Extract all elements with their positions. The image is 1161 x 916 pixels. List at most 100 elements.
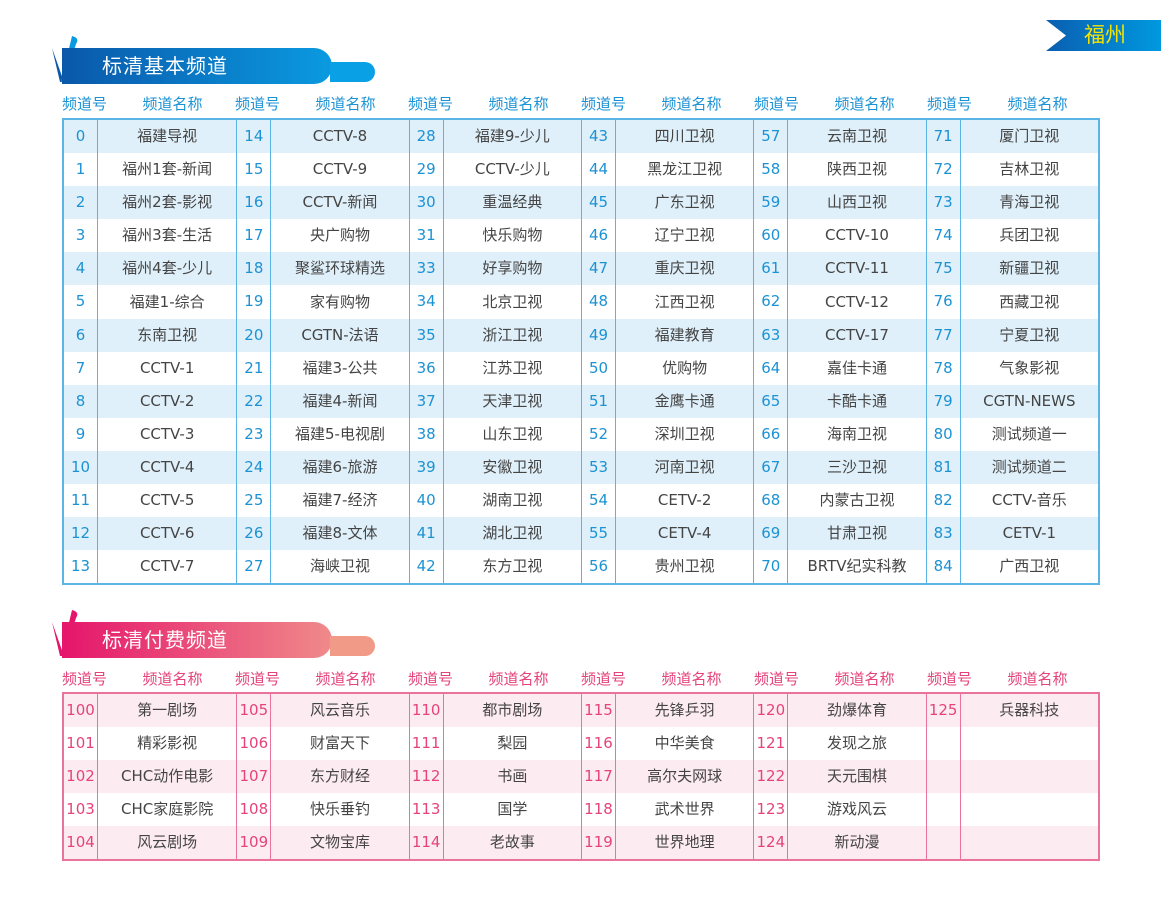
channel-name: 测试频道一 (991, 424, 1067, 443)
channel-column: 120 劲爆体育 121 发现之旅 122 天元围棋 123 游戏风云 124 新动漫 (753, 694, 926, 860)
table-row: 52 深圳卫视 (582, 417, 753, 451)
channel-name: 东方卫视 (482, 557, 543, 576)
table-row: 77 宁夏卫视 (926, 318, 1098, 352)
table-row: 30 重温经典 (409, 186, 581, 220)
table-row: 67 三沙卫视 (754, 450, 926, 485)
table-row (926, 826, 1098, 860)
channel-name: 文物宝库 (309, 833, 370, 852)
header-name: 频道名称 (142, 670, 203, 688)
channel-number: 116 (582, 727, 616, 761)
header-name: 频道名称 (315, 670, 376, 688)
channel-name: 黑龙江卫视 (647, 160, 723, 179)
table-row: 71 厦门卫视 (926, 120, 1098, 154)
header-num: 频道号 (581, 670, 627, 688)
channel-number: 1 (64, 153, 98, 187)
channel-number: 26 (237, 517, 272, 551)
table-row: 10 CCTV-4 (64, 450, 237, 485)
table-row: 17 央广购物 (237, 219, 408, 253)
channel-name: 先锋乒羽 (654, 701, 715, 720)
channel-number: 62 (754, 285, 789, 319)
channel-column: 43 四川卫视 44 黑龙江卫视 45 广东卫视 46 辽宁卫视 47 重庆卫视 48 江西卫视 49 福… (580, 120, 754, 584)
channel-name: 优购物 (662, 358, 708, 377)
header-num: 频道号 (408, 670, 454, 688)
table-row: 73 青海卫视 (926, 186, 1098, 220)
table-row: 70 BRTV纪实科教 (754, 550, 925, 584)
table-row: 44 黑龙江卫视 (582, 153, 753, 187)
table-row: 40 湖南卫视 (410, 484, 581, 518)
table-row: 108 快乐垂钓 (237, 793, 408, 827)
table-row: 12 CCTV-6 (64, 517, 237, 551)
channel-name: CCTV-新闻 (302, 193, 378, 212)
channel-name: BRTV纪实科教 (807, 557, 907, 576)
channel-name: CETV-4 (657, 524, 712, 543)
channel-number: 34 (410, 285, 444, 319)
header-group: 频道号 频道名称 (235, 668, 408, 690)
header-num: 频道号 (62, 670, 108, 688)
channel-number: 122 (754, 760, 789, 794)
channel-number: 9 (64, 417, 98, 451)
channel-number: 56 (582, 550, 616, 584)
channel-number: 71 (927, 120, 961, 154)
channel-number: 54 (582, 484, 616, 518)
header-group: 频道号 频道名称 (754, 93, 927, 115)
channel-name: 重温经典 (482, 193, 543, 212)
channel-number: 47 (582, 252, 616, 286)
channel-number (927, 760, 961, 794)
table-row: 104 风云剧场 (64, 826, 237, 860)
channel-name: CCTV-7 (139, 557, 195, 576)
table-row: 119 世界地理 (581, 826, 754, 860)
channel-number: 79 (927, 384, 961, 418)
table-row: 76 西藏卫视 (927, 285, 1098, 319)
channel-number: 119 (582, 826, 616, 860)
table-row: 68 内蒙古卫视 (754, 484, 925, 518)
table-row: 3 福州3套-生活 (64, 219, 236, 253)
channel-number: 39 (410, 450, 444, 485)
header-group: 频道号 频道名称 (62, 668, 235, 690)
table-row: 9 CCTV-3 (64, 417, 236, 451)
channel-number: 4 (64, 252, 98, 286)
channel-number: 68 (754, 484, 789, 518)
channel-number: 60 (754, 219, 789, 253)
channel-name: CETV-1 (1002, 524, 1057, 543)
table-row: 14 CCTV-8 (237, 120, 409, 154)
channel-name: 金鹰卡通 (654, 391, 715, 410)
table-row: 11 CCTV-5 (64, 484, 236, 518)
channel-name: 贵州卫视 (654, 557, 715, 576)
channel-name: 好享购物 (482, 259, 543, 278)
channel-number: 44 (582, 153, 616, 187)
channel-number: 38 (410, 417, 444, 451)
channel-number: 30 (410, 186, 444, 220)
channel-name: 发现之旅 (826, 734, 887, 753)
table-row: 18 聚鲨环球精选 (237, 252, 409, 286)
header-num: 频道号 (927, 95, 973, 113)
channel-name: 甘肃卫视 (826, 524, 887, 543)
pay-channel-table: 100 第一剧场 101 精彩影视 102 CHC动作电影 103 CHC家庭影院 104 风云剧… (62, 692, 1100, 862)
header-name: 频道名称 (315, 95, 376, 113)
channel-name: 江苏卫视 (482, 358, 543, 377)
channel-name: 书画 (497, 767, 528, 786)
channel-number: 123 (754, 793, 789, 827)
channel-column: 0 福建导视 1 福州1套-新闻 2 福州2套-影视 3 福州3套-生活 4 福州4套-少儿 5 福建… (64, 120, 237, 584)
table-row: 102 CHC动作电影 (64, 760, 237, 794)
channel-number: 110 (410, 694, 444, 728)
channel-name: 福建教育 (654, 325, 715, 344)
channel-number: 74 (927, 219, 961, 253)
channel-number: 7 (64, 351, 98, 385)
table-row (927, 793, 1098, 827)
channel-number: 35 (410, 318, 444, 352)
channel-number: 46 (582, 219, 616, 253)
table-row: 65 卡酷卡通 (754, 384, 926, 418)
channel-number: 25 (237, 484, 272, 518)
channel-name: 湖南卫视 (482, 491, 543, 510)
channel-number: 27 (237, 550, 272, 584)
channel-number: 106 (237, 727, 272, 761)
channel-name: 福州4套-少儿 (122, 259, 213, 278)
channel-name: 国学 (497, 800, 528, 819)
channel-name: 北京卫视 (482, 292, 543, 311)
channel-name: 云南卫视 (826, 127, 887, 146)
table-row: 26 福建8-文体 (237, 517, 409, 551)
channel-name: CCTV-8 (312, 127, 368, 146)
channel-name: 新疆卫视 (999, 259, 1060, 278)
channel-name: 嘉佳卡通 (826, 358, 887, 377)
channel-number: 10 (64, 450, 98, 485)
